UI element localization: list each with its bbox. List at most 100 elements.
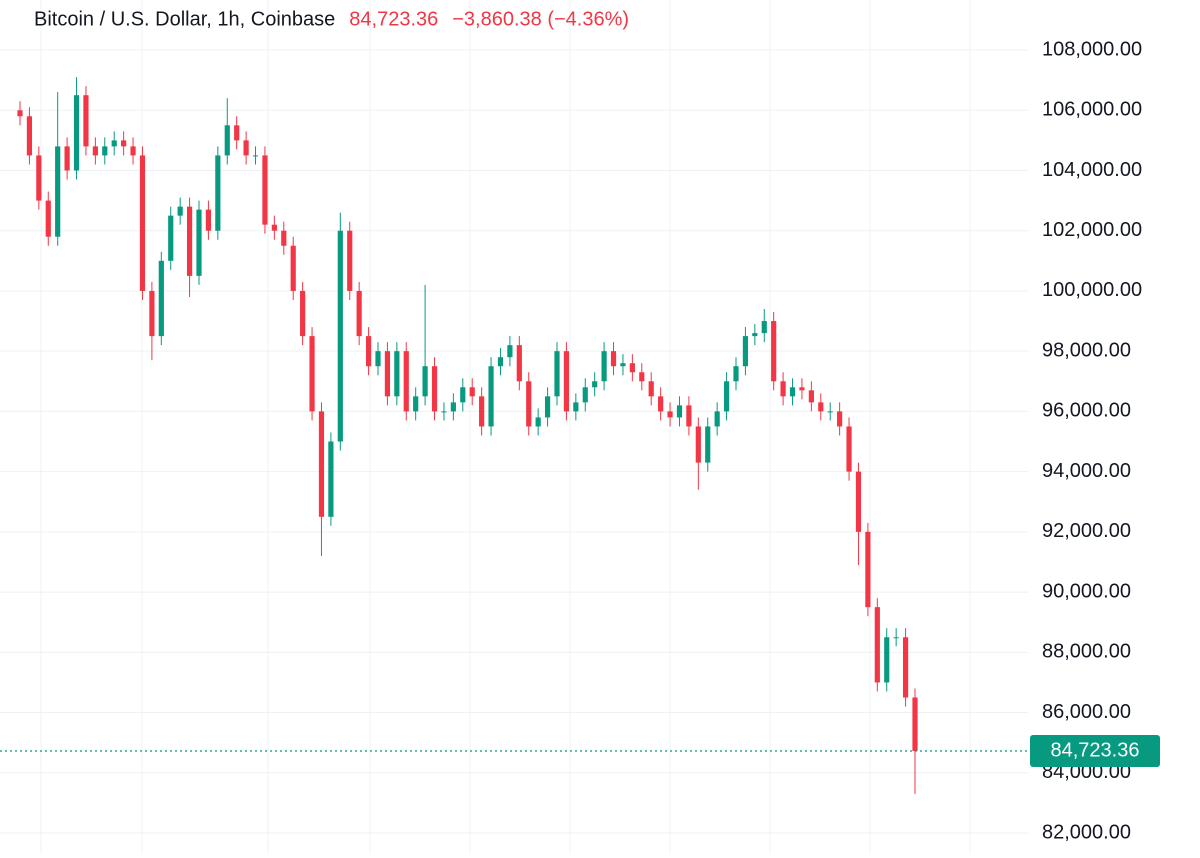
candle-body bbox=[347, 230, 353, 291]
candle-body bbox=[714, 411, 720, 427]
y-tick-label: 92,000.00 bbox=[1042, 520, 1131, 542]
candle-body bbox=[544, 396, 551, 418]
candle-body bbox=[789, 387, 796, 397]
candle-body bbox=[639, 372, 645, 382]
candle-body bbox=[271, 224, 277, 231]
candle-body bbox=[394, 351, 400, 397]
candle-body bbox=[610, 351, 617, 367]
candle-body bbox=[45, 200, 51, 237]
candle-body bbox=[648, 381, 654, 397]
candle-body bbox=[177, 206, 183, 216]
candle-body bbox=[752, 333, 758, 337]
candle-body bbox=[554, 351, 560, 397]
candle-body bbox=[526, 381, 532, 427]
candle-body bbox=[460, 387, 466, 403]
y-tick-label: 100,000.00 bbox=[1042, 279, 1142, 301]
last-price-label: 84,723.36 bbox=[1051, 739, 1140, 761]
candle-body bbox=[620, 363, 626, 367]
header-price: 84,723.36 bbox=[349, 8, 438, 30]
candle-body bbox=[55, 146, 61, 237]
candle-body bbox=[780, 381, 786, 397]
candle-body bbox=[516, 345, 522, 382]
candle-body bbox=[262, 155, 268, 225]
candle-body bbox=[252, 155, 259, 157]
candle-body bbox=[818, 402, 824, 412]
candle-body bbox=[356, 290, 362, 337]
candle-body bbox=[168, 215, 174, 261]
y-tick-label: 82,000.00 bbox=[1042, 821, 1131, 843]
candle-body bbox=[808, 390, 814, 403]
candle-body bbox=[224, 125, 230, 156]
candle-body bbox=[676, 405, 683, 418]
candle-body bbox=[337, 230, 343, 442]
candle-body bbox=[563, 351, 570, 412]
candle-body bbox=[130, 146, 136, 156]
y-tick-label: 102,000.00 bbox=[1042, 219, 1142, 241]
candle-body bbox=[243, 140, 249, 156]
candle-body bbox=[403, 351, 409, 412]
candle-body bbox=[149, 290, 155, 337]
candle-body bbox=[771, 321, 777, 382]
candle-body bbox=[431, 366, 438, 412]
y-tick-label: 96,000.00 bbox=[1042, 400, 1131, 422]
candle-body bbox=[158, 260, 164, 337]
candle-body bbox=[17, 110, 23, 117]
vertical-grid bbox=[40, 0, 971, 853]
candle-body bbox=[26, 116, 33, 156]
candle-body bbox=[450, 402, 456, 412]
candle-body bbox=[488, 366, 494, 427]
header-change: −3,860.38 (−4.36%) bbox=[452, 8, 629, 30]
candle-body bbox=[469, 387, 475, 397]
y-tick-label: 94,000.00 bbox=[1042, 460, 1131, 482]
candle-body bbox=[234, 125, 240, 141]
candle-body bbox=[573, 402, 579, 412]
candle-body bbox=[846, 426, 852, 472]
candle-body bbox=[318, 411, 325, 517]
candle-body bbox=[139, 155, 146, 291]
candle-body bbox=[83, 95, 89, 147]
candle-body bbox=[874, 607, 880, 683]
candle-body bbox=[300, 290, 306, 337]
candle-body bbox=[73, 95, 80, 171]
y-tick-label: 88,000.00 bbox=[1042, 641, 1131, 663]
candle-body bbox=[422, 366, 428, 397]
candles bbox=[17, 77, 918, 794]
candle-body bbox=[111, 140, 117, 147]
candle-body bbox=[215, 155, 221, 231]
candle-body bbox=[64, 146, 70, 171]
candle-body bbox=[365, 336, 372, 367]
candle-body bbox=[601, 351, 607, 382]
candle-body bbox=[121, 140, 127, 147]
candle-body bbox=[761, 321, 767, 334]
candle-body bbox=[582, 387, 588, 403]
candle-body bbox=[855, 471, 862, 532]
candle-body bbox=[723, 381, 730, 412]
candle-body bbox=[686, 405, 692, 427]
y-tick-label: 86,000.00 bbox=[1042, 701, 1131, 723]
candle-body bbox=[893, 637, 899, 639]
y-tick-label: 90,000.00 bbox=[1042, 580, 1131, 602]
candle-body bbox=[102, 146, 108, 156]
y-tick-label: 98,000.00 bbox=[1042, 339, 1131, 361]
candle-body bbox=[441, 411, 447, 413]
candle-body bbox=[667, 411, 673, 418]
overlay: 84,723.36 bbox=[0, 734, 1160, 767]
horizontal-grid: 82,000.0084,000.0086,000.0088,000.0090,0… bbox=[0, 38, 1142, 843]
candle-body bbox=[837, 411, 843, 427]
candle-body bbox=[36, 155, 42, 201]
candle-body bbox=[384, 351, 391, 397]
candle-body bbox=[507, 345, 513, 358]
candle-body bbox=[912, 697, 918, 751]
candle-body bbox=[205, 209, 212, 231]
candle-body bbox=[413, 396, 419, 412]
candle-body bbox=[658, 396, 664, 412]
chart-title: Bitcoin / U.S. Dollar, 1h, Coinbase bbox=[34, 8, 335, 30]
candle-body bbox=[902, 637, 909, 698]
candle-body bbox=[695, 426, 701, 463]
candle-body bbox=[535, 417, 541, 427]
candle-body bbox=[865, 531, 871, 608]
candle-body bbox=[328, 441, 334, 517]
y-tick-label: 106,000.00 bbox=[1042, 99, 1142, 121]
